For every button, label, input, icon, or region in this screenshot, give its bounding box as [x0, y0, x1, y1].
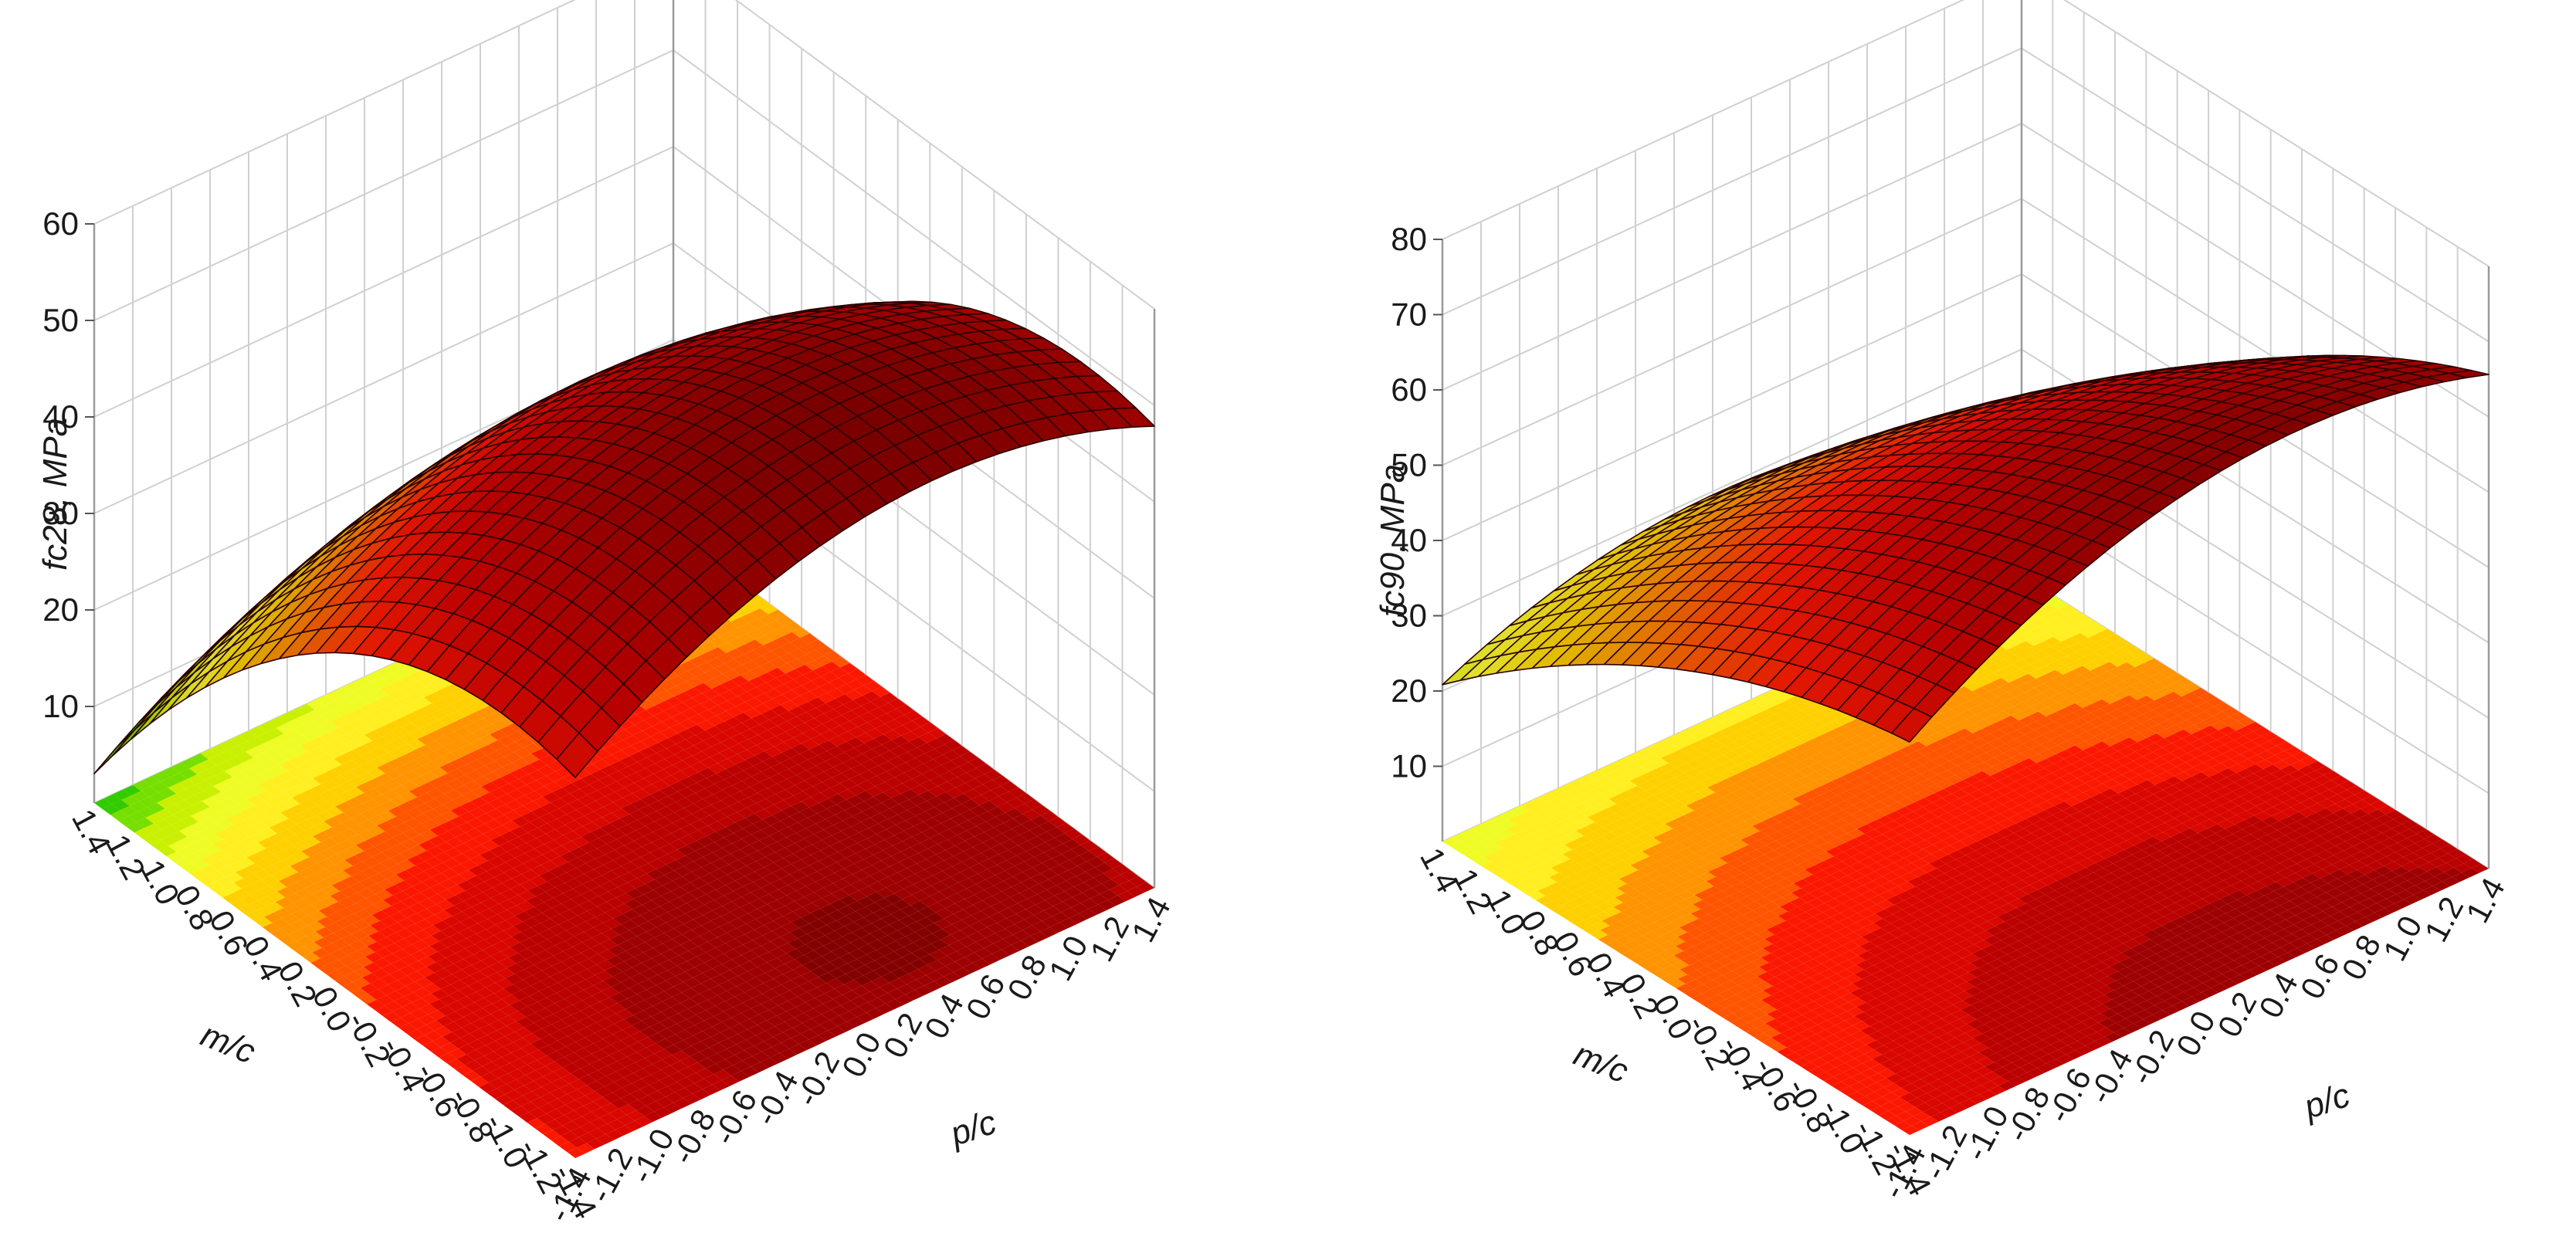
- y-axis-label: p/c: [2298, 1076, 2354, 1126]
- y-tick-label: 0.4: [2252, 967, 2305, 1024]
- z-tick-label: 60: [42, 205, 79, 242]
- y-tick-label: 0.6: [959, 968, 1012, 1025]
- z-tick-label: 40: [42, 398, 79, 435]
- z-tick-label: 50: [42, 302, 79, 338]
- z-tick-label: 10: [42, 688, 79, 724]
- y-tick-label: 0.2: [2211, 986, 2264, 1043]
- z-axis-ticks: 10 20 30 40 50 60: [42, 205, 94, 724]
- z-axis-ticks: 10 20 30 40 50 60 70 80: [1391, 221, 1442, 784]
- y-tick-label: -0.2: [788, 1045, 846, 1112]
- y-tick-label: 0.0: [835, 1026, 888, 1083]
- y-tick-label: 1.4: [2459, 872, 2512, 929]
- y-tick-label: 1.4: [1124, 891, 1178, 948]
- y-tick-label: 1.2: [1083, 910, 1136, 967]
- z-tick-label: 50: [1391, 447, 1427, 483]
- z-tick-label: 60: [1391, 371, 1427, 408]
- y-tick-label: 1.0: [2376, 910, 2429, 967]
- y-tick-label: 0.4: [917, 987, 971, 1045]
- contour-floor: [1442, 575, 2489, 1135]
- response-surface: [93, 300, 1155, 778]
- y-axis-label: p/c: [944, 1103, 1001, 1153]
- y-tick-label: 1.0: [1042, 930, 1095, 987]
- z-tick-label: 10: [1391, 748, 1427, 784]
- response-surface: [1442, 354, 2490, 743]
- z-tick-label: 70: [1391, 296, 1427, 333]
- y-tick-label: 0.0: [2169, 1005, 2222, 1062]
- z-tick-label: 40: [1391, 522, 1427, 558]
- y-tick-label: 0.2: [876, 1007, 930, 1064]
- z-tick-label: 30: [1391, 598, 1427, 634]
- z-tick-label: 20: [42, 591, 79, 628]
- x-axis-label: m/c: [1568, 1035, 1633, 1091]
- surface-plot-fc28: 10 20 30 40 50 60 1.41.21.00.80.60.40.20.0-0.…: [36, 0, 1178, 1228]
- z-tick-label: 80: [1391, 221, 1427, 257]
- z-axis-label: fc90, MPa: [1374, 464, 1412, 617]
- y-tick-label: 0.6: [2293, 948, 2347, 1005]
- surface-plot-fc90: 10 20 30 40 50 60 70 80 1.41.21.00.80.60.40.20.…: [1374, 0, 2512, 1204]
- y-tick-label: 0.8: [1000, 949, 1053, 1006]
- z-axis-label: fc28, MPa: [36, 418, 74, 571]
- y-tick-label: 0.8: [2334, 929, 2388, 986]
- y-tick-label: 1.2: [2417, 891, 2470, 948]
- y-tick-label: -0.2: [2123, 1024, 2181, 1090]
- z-tick-label: 30: [42, 495, 79, 531]
- x-axis-label: m/c: [195, 1016, 260, 1072]
- z-tick-label: 20: [1391, 672, 1427, 709]
